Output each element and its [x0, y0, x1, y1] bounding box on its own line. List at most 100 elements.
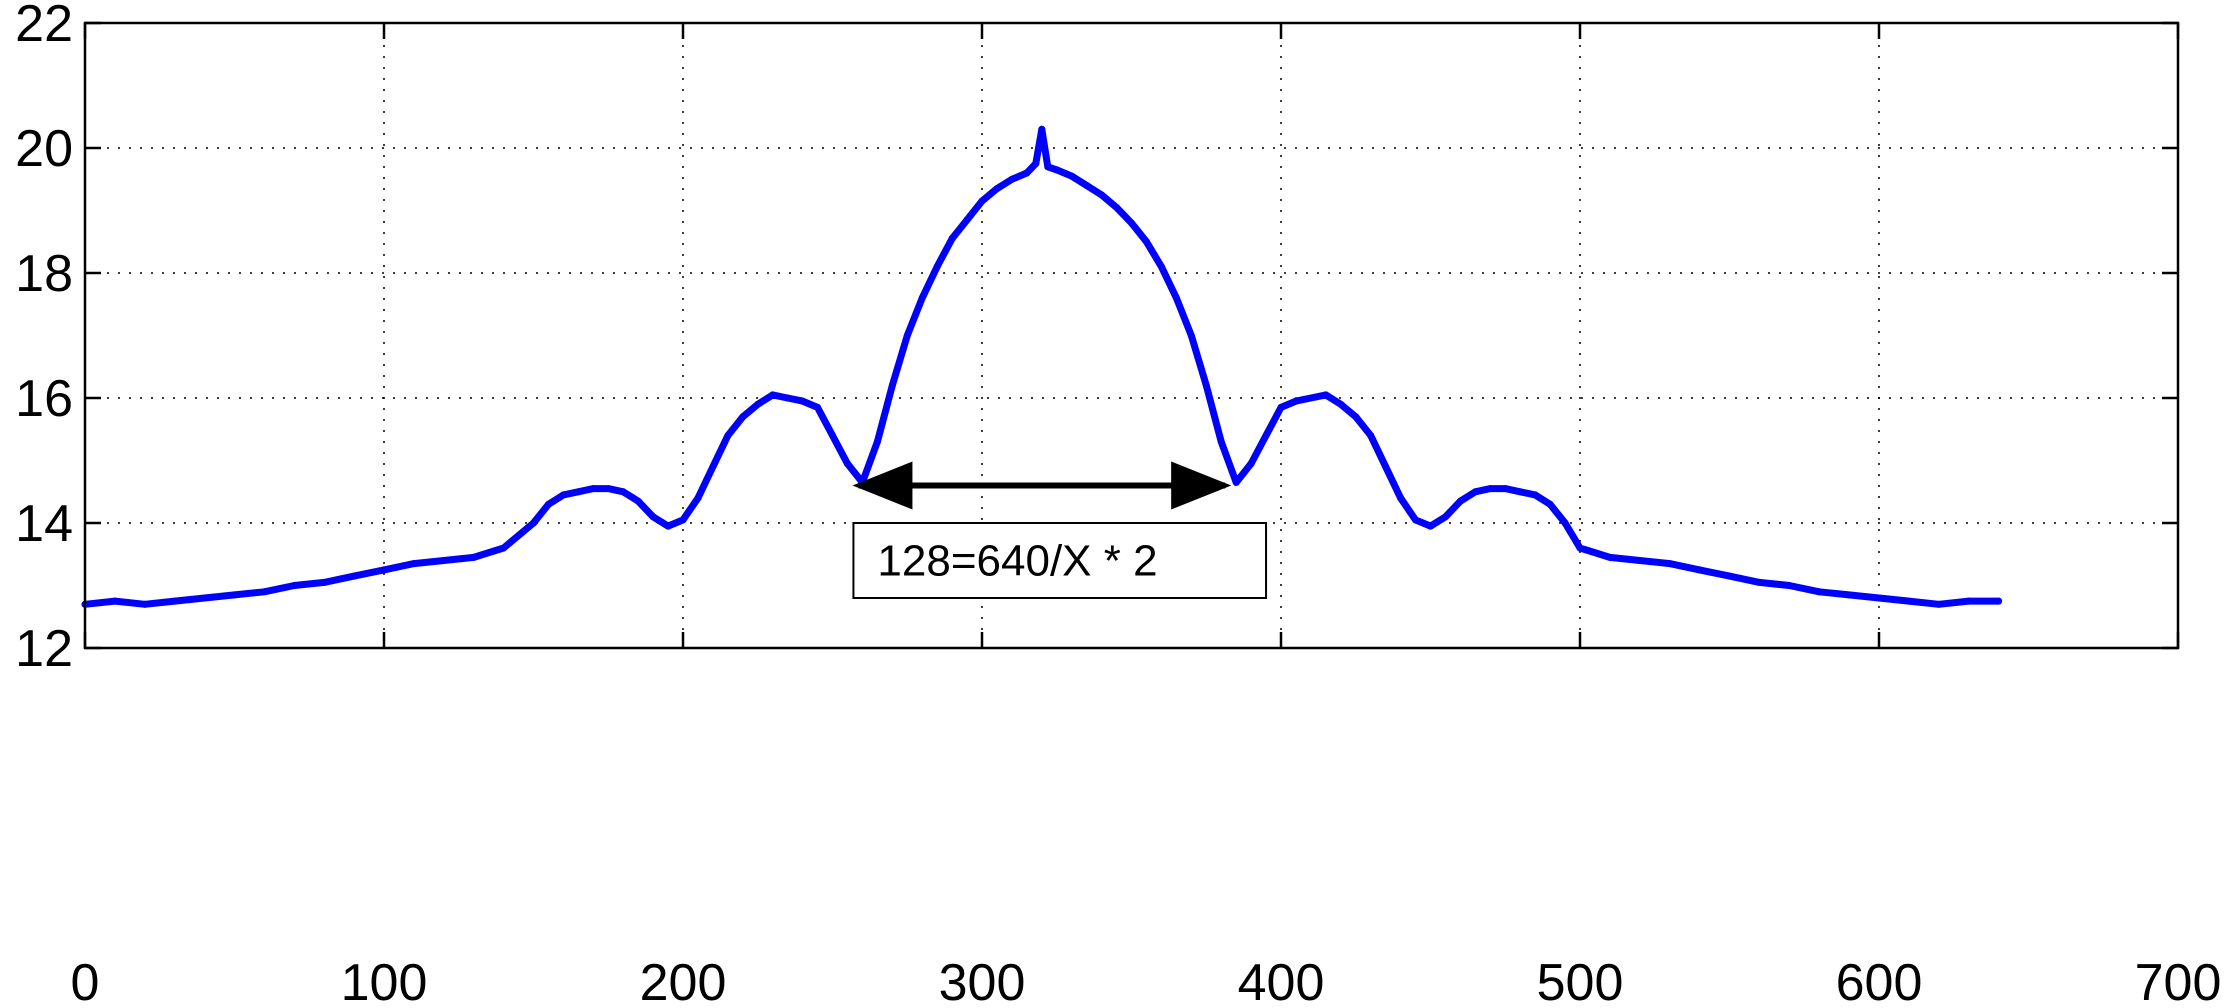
data-point [141, 600, 149, 608]
y-tick-label: 22 [15, 0, 73, 53]
data-point [679, 516, 687, 524]
data-point [918, 294, 926, 302]
data-point [1845, 591, 1853, 599]
x-tick-label: 0 [71, 954, 100, 1008]
x-tick-label: 400 [1238, 954, 1325, 1008]
data-point [814, 403, 821, 411]
data-point [1262, 432, 1270, 439]
data-point [1965, 597, 1973, 605]
data-point [1008, 175, 1016, 183]
data-point [350, 572, 358, 580]
y-tick-label: 18 [15, 245, 73, 303]
x-tick-label: 600 [1836, 954, 1923, 1008]
data-point [1546, 500, 1554, 508]
data-point [1516, 488, 1524, 496]
data-point [1935, 600, 1943, 608]
data-point [1382, 463, 1390, 471]
data-point [634, 497, 642, 505]
data-point [694, 494, 702, 502]
data-point [1995, 597, 2003, 605]
data-point [1044, 163, 1052, 171]
data-point [290, 582, 298, 589]
data-point [619, 488, 627, 496]
data-point [739, 413, 747, 421]
data-point [1337, 400, 1345, 408]
data-point [1367, 432, 1375, 439]
data-point [470, 553, 478, 561]
data-point [201, 594, 209, 602]
data-point [1785, 582, 1793, 589]
data-point [978, 197, 986, 205]
x-tick-label: 200 [640, 954, 727, 1008]
data-point [709, 463, 717, 471]
data-point [1172, 294, 1180, 302]
data-point [649, 513, 657, 521]
data-point [1157, 263, 1165, 271]
data-point [1187, 332, 1195, 339]
data-point [963, 216, 971, 224]
data-point [111, 597, 119, 605]
data-point [724, 432, 732, 439]
data-point [260, 588, 268, 596]
data-point [171, 597, 179, 605]
data-point [574, 488, 582, 496]
data-point [604, 485, 612, 493]
x-tick-label: 500 [1537, 954, 1624, 1008]
data-point [1666, 560, 1674, 568]
data-point [829, 432, 836, 439]
data-point [1202, 382, 1210, 389]
y-tick-label: 20 [15, 120, 73, 178]
data-point [1292, 397, 1300, 405]
data-point [1083, 182, 1091, 189]
data-point [903, 332, 911, 339]
data-point [1307, 394, 1315, 402]
x-tick-label: 300 [939, 954, 1026, 1008]
annotation-text: 128=640/X * 2 [877, 537, 1157, 586]
axis-ticks: 0 100 200 300 400 500 600 700 12 14 16 18 20 22 [15, 0, 2221, 1008]
data-point [1815, 588, 1823, 596]
data-point [1875, 594, 1883, 602]
data-point [559, 491, 567, 499]
data-point [1247, 460, 1255, 468]
data-point [1038, 125, 1046, 133]
data-point [873, 438, 881, 446]
data-point [993, 185, 1001, 193]
data-point [1023, 169, 1031, 177]
data-point [784, 394, 792, 402]
data-point [320, 578, 328, 586]
data-point [1128, 219, 1135, 227]
data-point [1427, 522, 1434, 530]
data-point [500, 544, 508, 552]
data-point [948, 235, 956, 243]
data-point [231, 591, 238, 599]
plot-area-frame [83, 21, 2180, 650]
y-tick-label: 12 [15, 620, 73, 678]
data-point [754, 400, 762, 408]
data-point [1232, 478, 1240, 486]
data-point [530, 519, 537, 527]
data-point [1442, 513, 1449, 521]
data-point [545, 500, 552, 508]
data-point [1905, 597, 1913, 605]
data-point [1456, 497, 1464, 505]
data-point [1471, 488, 1479, 496]
data-point [1501, 485, 1509, 493]
data-point [1486, 485, 1494, 493]
data-point [1755, 578, 1763, 586]
data-point [1726, 572, 1733, 580]
data-point [1352, 413, 1360, 421]
data-point [410, 560, 418, 568]
data-point [1561, 519, 1569, 527]
data-point [1277, 403, 1285, 411]
data-point [888, 382, 896, 389]
data-point [799, 397, 807, 405]
y-tick-label: 16 [15, 370, 73, 428]
data-point [380, 566, 388, 574]
data-point [1217, 438, 1225, 446]
data-point [843, 460, 851, 468]
data-point [1032, 160, 1040, 168]
data-point [1143, 238, 1150, 246]
annotation-layer: 128=640/X * 2 [852, 461, 1268, 599]
data-point [1322, 391, 1330, 399]
